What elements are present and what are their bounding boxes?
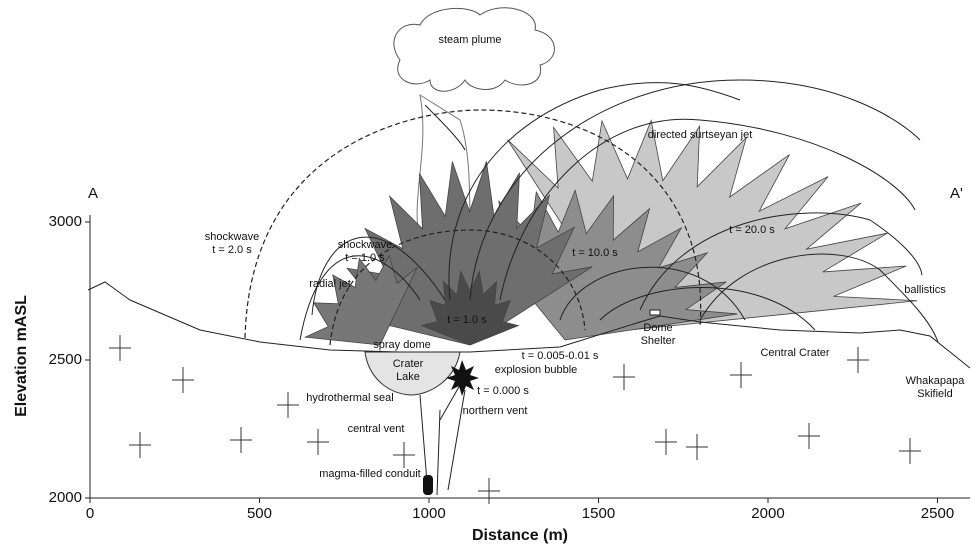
x-tick-label: 2500 — [921, 505, 954, 522]
x-tick-label: 1500 — [582, 505, 615, 522]
label: shockwave — [205, 231, 259, 243]
dome-shelter-icon — [650, 310, 660, 315]
label: Central Crater — [760, 347, 829, 359]
label: hydrothermal seal — [306, 392, 393, 404]
label: shockwave — [338, 239, 392, 251]
figure: 0 500 1000 1500 2000 2500 2000 2500 3000 Distanc… — [0, 0, 972, 547]
cross — [730, 362, 752, 388]
label: northern vent — [463, 405, 528, 417]
cross — [277, 392, 299, 418]
cross — [478, 478, 500, 504]
label: t = 2.0 s — [212, 244, 252, 256]
y-tick-label: 2500 — [49, 351, 82, 368]
label: t = 1.0 s — [447, 314, 487, 326]
label: t = 1.0 s — [345, 252, 385, 264]
x-axis-label: Distance (m) — [472, 527, 568, 544]
cross — [172, 367, 194, 393]
label: explosion bubble — [495, 364, 578, 376]
steam-plume — [394, 8, 555, 91]
section-end: A' — [950, 185, 963, 202]
label: t = 0.005-0.01 s — [522, 350, 599, 362]
x-tick-label: 2000 — [751, 505, 784, 522]
crosses — [109, 335, 921, 504]
label: Lake — [396, 371, 420, 383]
label: radial jet — [309, 278, 351, 290]
cross — [307, 429, 329, 455]
cross — [109, 335, 131, 361]
cross — [613, 364, 635, 390]
x-tick-label: 0 — [86, 505, 94, 522]
label: ballistics — [904, 284, 946, 296]
x-tick-label: 1000 — [412, 505, 445, 522]
section-start: A — [88, 185, 98, 202]
cross — [393, 442, 415, 468]
y-tick-label: 3000 — [49, 213, 82, 230]
label: steam plume — [439, 34, 502, 46]
label: Shelter — [641, 335, 676, 347]
y-tick-label: 2000 — [49, 489, 82, 506]
label: central vent — [348, 423, 405, 435]
cross — [655, 429, 677, 455]
magma-conduit — [423, 475, 433, 495]
y-axis-label: Elevation mASL — [13, 295, 30, 417]
cross — [899, 438, 921, 464]
label: t = 10.0 s — [572, 247, 618, 259]
cross — [798, 423, 820, 449]
label: t = 20.0 s — [729, 224, 775, 236]
cross — [129, 432, 151, 458]
x-tick-label: 500 — [247, 505, 272, 522]
label: t = 0.000 s — [477, 385, 529, 397]
label: Dome — [643, 322, 672, 334]
cross — [230, 427, 252, 453]
label: directed surtseyan jet — [648, 129, 753, 141]
label: Skifield — [917, 388, 952, 400]
label: Crater — [393, 358, 424, 370]
label: spray dome — [373, 339, 430, 351]
label: magma-filled conduit — [319, 468, 421, 480]
label: Whakapapa — [906, 375, 966, 387]
cross — [847, 347, 869, 373]
cross — [686, 434, 708, 460]
